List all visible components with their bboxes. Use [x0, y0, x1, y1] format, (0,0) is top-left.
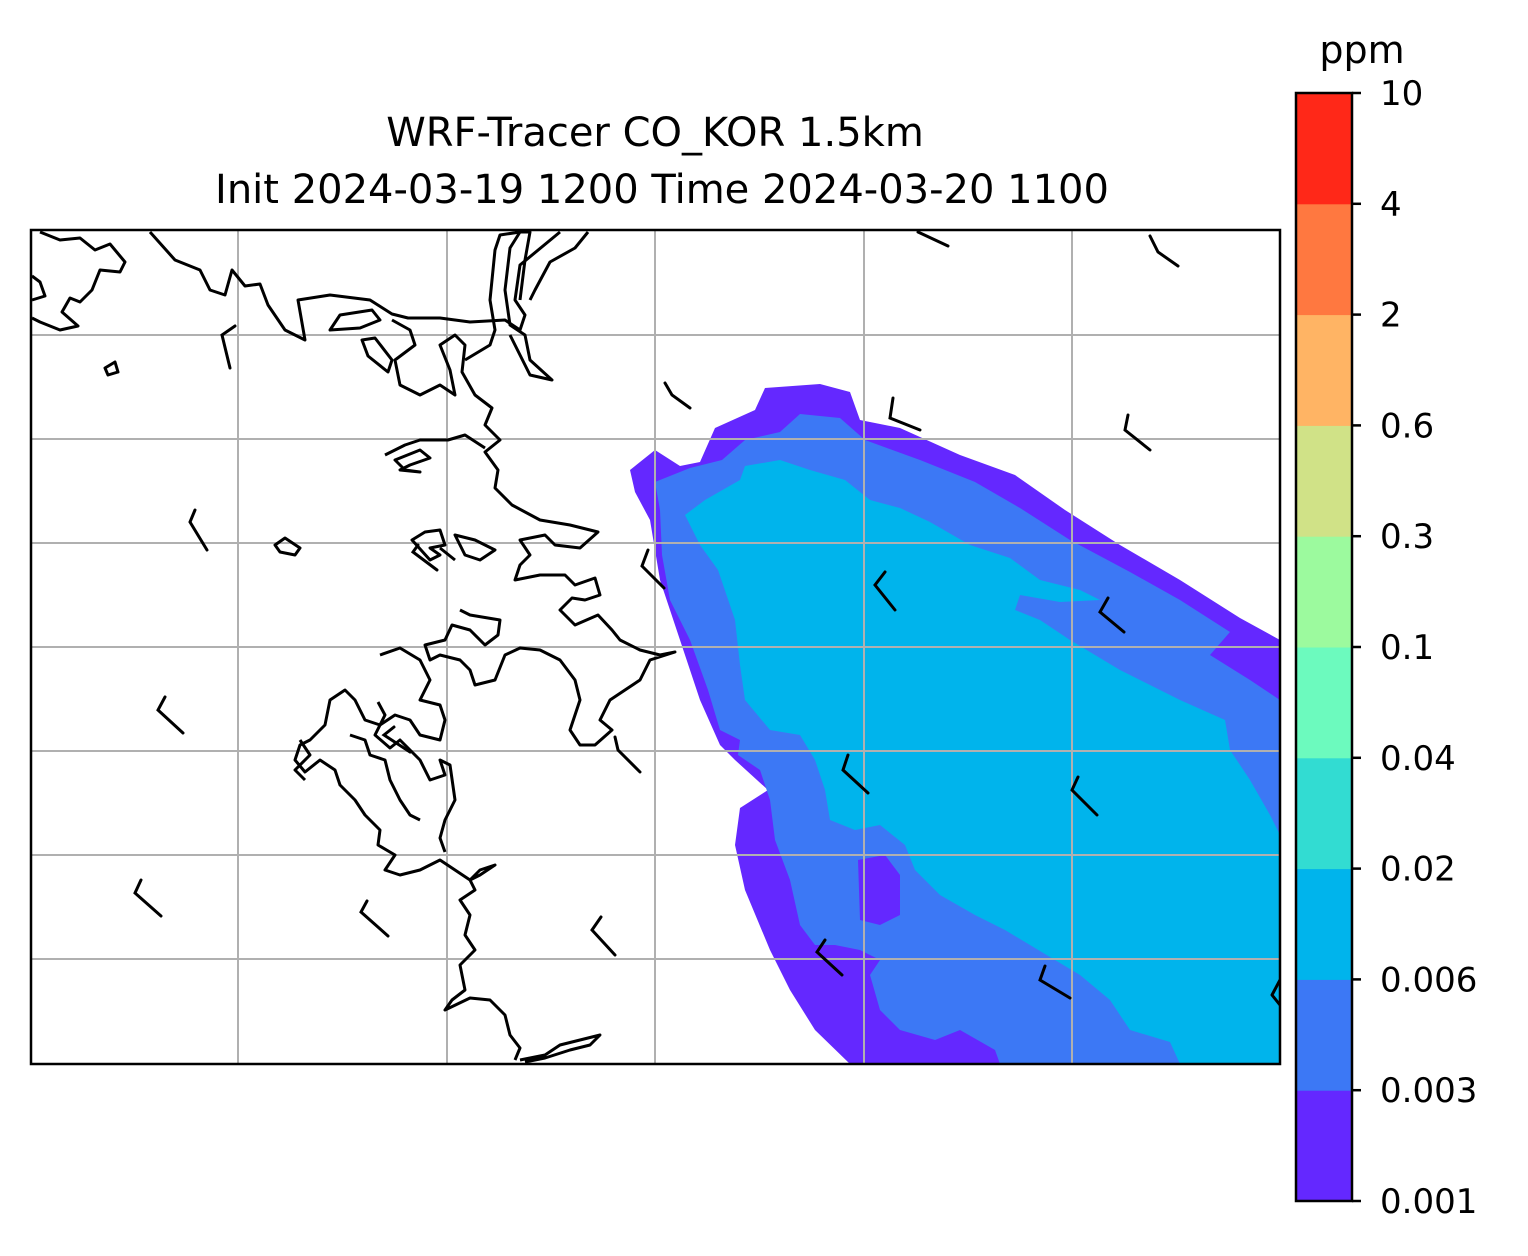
- colorbar-segment: [1296, 93, 1352, 205]
- colorbar-tick-label: 0.001: [1380, 1182, 1477, 1222]
- map-panel: [29, 228, 1282, 1066]
- plume-level-0006: [685, 460, 1280, 1064]
- coastlines: [31, 230, 1280, 1064]
- plume-spot: [858, 855, 900, 925]
- colorbar-tick-label: 0.003: [1380, 1071, 1477, 1111]
- colorbar-tick-label: 0.04: [1380, 739, 1456, 779]
- gridlines: [31, 230, 1280, 1064]
- colorbar-segments: [1296, 93, 1352, 1202]
- colorbar-ticks: 0.001 0.003 0.006 0.02 0.04 0.1 0.3 0.6 2 4 10: [1352, 74, 1477, 1222]
- colorbar-segment: [1296, 425, 1352, 537]
- map-frame: [29, 228, 1282, 1066]
- colorbar-segment: [1296, 647, 1352, 759]
- colorbar-segment: [1296, 979, 1352, 1091]
- colorbar-segment: [1296, 1090, 1352, 1202]
- colorbar-segment: [1296, 868, 1352, 980]
- colorbar-tick-label: 0.3: [1380, 517, 1434, 557]
- colorbar-segment: [1296, 203, 1352, 316]
- colorbar-tick-label: 0.1: [1380, 628, 1434, 668]
- colorbar-tick-label: 10: [1380, 74, 1423, 114]
- title-line-1: WRF-Tracer CO_KOR 1.5km: [386, 110, 924, 156]
- colorbar-tick-label: 0.02: [1380, 850, 1456, 890]
- colorbar-segment: [1296, 314, 1352, 426]
- colorbar-segment: [1296, 536, 1352, 648]
- colorbar-unit: ppm: [1319, 28, 1404, 72]
- colorbar-tick-label: 0.006: [1380, 960, 1477, 1000]
- wind-barbs: [133, 230, 1180, 1000]
- title-line-2: Init 2024-03-19 1200 Time 2024-03-20 110…: [215, 167, 1109, 213]
- colorbar-segment: [1296, 757, 1352, 870]
- colorbar: ppm 0.001 0.003 0.006 0.02 0.04 0.1 0.3 0.6 2 4 10: [1294, 28, 1477, 1222]
- colorbar-tick-label: 2: [1380, 296, 1402, 336]
- colorbar-tick-label: 4: [1380, 185, 1402, 225]
- colorbar-tick-label: 0.6: [1380, 406, 1434, 446]
